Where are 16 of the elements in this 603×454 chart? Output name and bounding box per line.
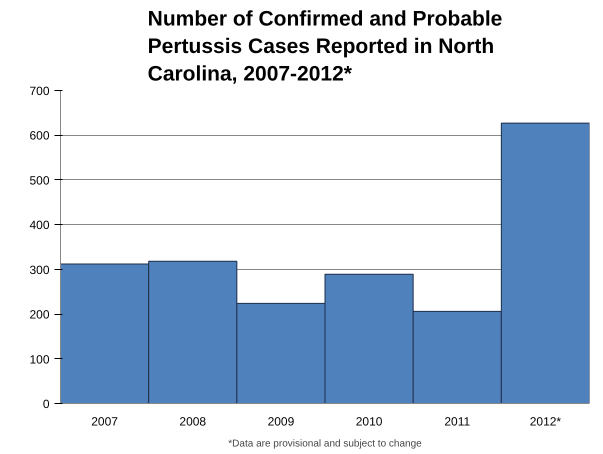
y-tick-label: 300 [29,262,50,277]
x-tick-label: 2012* [530,414,562,428]
y-tick-label: 600 [29,128,50,143]
x-tick-label: 2007 [91,414,118,428]
x-tick-label: 2010 [356,414,383,428]
chart-title: Number of Confirmed and Probable Pertussis Cases Reported in North Carolina, 2007-2012* [148,7,502,86]
y-tick-label: 0 [42,397,50,411]
x-tick-label: 2008 [179,414,206,428]
y-tick-label: 200 [29,308,50,322]
x-tick-label: 2009 [268,414,295,428]
y-tick-label: 700 [29,84,50,98]
x-tick-label: 2011 [444,414,470,428]
text: *Data are provisional and subject to change [228,438,422,450]
y-tick-label: 500 [29,173,50,188]
y-tick-label: 400 [29,218,50,232]
y-tick-label: 100 [29,352,50,366]
